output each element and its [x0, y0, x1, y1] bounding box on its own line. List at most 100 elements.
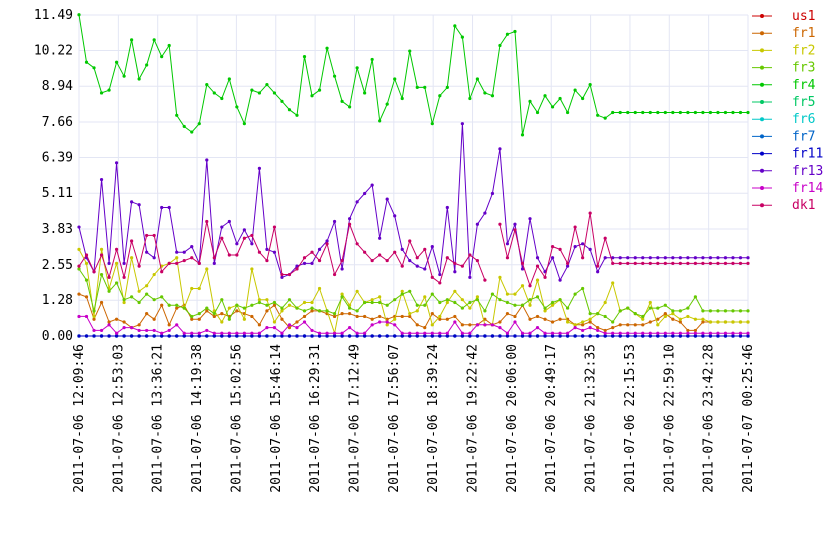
data-point — [348, 105, 352, 109]
data-point — [212, 261, 216, 265]
data-point — [656, 317, 660, 321]
data-point — [287, 272, 292, 277]
data-point — [460, 331, 464, 335]
data-point — [430, 245, 434, 249]
data-point — [378, 300, 382, 305]
legend-label: us1 — [792, 9, 815, 24]
data-point — [205, 82, 209, 87]
legend-swatch-marker — [760, 48, 764, 53]
data-point — [671, 312, 675, 316]
data-point — [145, 63, 149, 67]
data-point — [415, 264, 419, 268]
data-point — [701, 331, 705, 335]
data-point — [716, 320, 720, 324]
data-point — [641, 334, 645, 338]
data-point — [408, 314, 412, 319]
data-point — [317, 88, 322, 92]
data-point — [565, 334, 570, 338]
data-point — [550, 245, 555, 249]
data-point — [77, 292, 81, 296]
data-point — [77, 314, 81, 319]
data-point — [378, 320, 382, 324]
data-point — [122, 261, 126, 265]
data-point — [445, 331, 449, 335]
data-point — [265, 334, 269, 338]
data-point — [701, 334, 705, 338]
data-point — [498, 320, 502, 324]
data-point — [701, 261, 705, 265]
data-point — [152, 317, 156, 321]
data-point — [686, 256, 690, 260]
data-point — [220, 298, 224, 302]
data-point — [400, 292, 404, 296]
data-point — [227, 331, 231, 335]
data-point — [114, 60, 119, 64]
data-point — [678, 331, 682, 335]
data-point — [430, 275, 434, 279]
data-point — [468, 306, 472, 310]
data-point — [438, 317, 442, 321]
data-point — [520, 334, 525, 338]
data-point — [152, 233, 156, 238]
y-tick-label: 1.28 — [42, 293, 73, 308]
data-point — [453, 270, 457, 274]
data-point — [220, 334, 224, 338]
legend-label: fr5 — [792, 95, 815, 110]
data-point — [603, 116, 607, 120]
data-point — [626, 256, 630, 260]
data-point — [235, 105, 239, 109]
data-point — [317, 247, 322, 251]
data-point — [250, 303, 254, 307]
data-point — [242, 317, 246, 321]
data-point — [423, 267, 427, 271]
data-point — [84, 60, 89, 64]
y-tick-label: 0.00 — [42, 329, 73, 344]
data-point — [528, 334, 532, 338]
data-point — [197, 286, 201, 291]
y-tick-label: 2.55 — [42, 258, 73, 273]
data-point — [423, 303, 427, 307]
data-point — [92, 328, 96, 333]
data-point — [693, 110, 697, 115]
data-point — [355, 200, 359, 204]
data-point — [242, 334, 246, 338]
data-point — [317, 309, 322, 313]
data-point — [137, 289, 141, 293]
legend-swatch-marker — [760, 65, 764, 70]
data-point — [287, 303, 292, 307]
data-point — [723, 320, 728, 324]
data-point — [145, 334, 149, 338]
data-point — [731, 256, 735, 260]
data-point — [460, 306, 464, 310]
data-point — [363, 334, 367, 338]
data-point — [310, 328, 314, 333]
data-point — [212, 331, 216, 335]
data-point — [633, 256, 637, 260]
data-point — [137, 300, 141, 305]
data-point — [212, 256, 216, 260]
data-point — [535, 314, 540, 319]
data-point — [573, 225, 577, 229]
data-point — [460, 323, 464, 327]
data-point — [468, 96, 472, 101]
data-point — [348, 306, 352, 310]
data-point — [242, 228, 246, 232]
data-point — [175, 113, 179, 117]
data-point — [558, 247, 562, 251]
data-point — [423, 295, 427, 299]
data-point — [708, 256, 713, 260]
data-point — [408, 258, 412, 263]
data-point — [475, 298, 479, 302]
data-point — [490, 334, 495, 338]
data-point — [543, 275, 547, 279]
data-point — [543, 317, 547, 321]
data-point — [513, 320, 517, 324]
y-tick-label: 10.22 — [34, 43, 73, 58]
legend-label: dk1 — [792, 198, 815, 213]
data-point — [498, 334, 502, 338]
data-point — [175, 261, 179, 265]
data-point — [483, 334, 487, 338]
data-point — [626, 334, 630, 338]
legend-swatch-marker — [760, 168, 764, 173]
data-point — [573, 334, 577, 338]
